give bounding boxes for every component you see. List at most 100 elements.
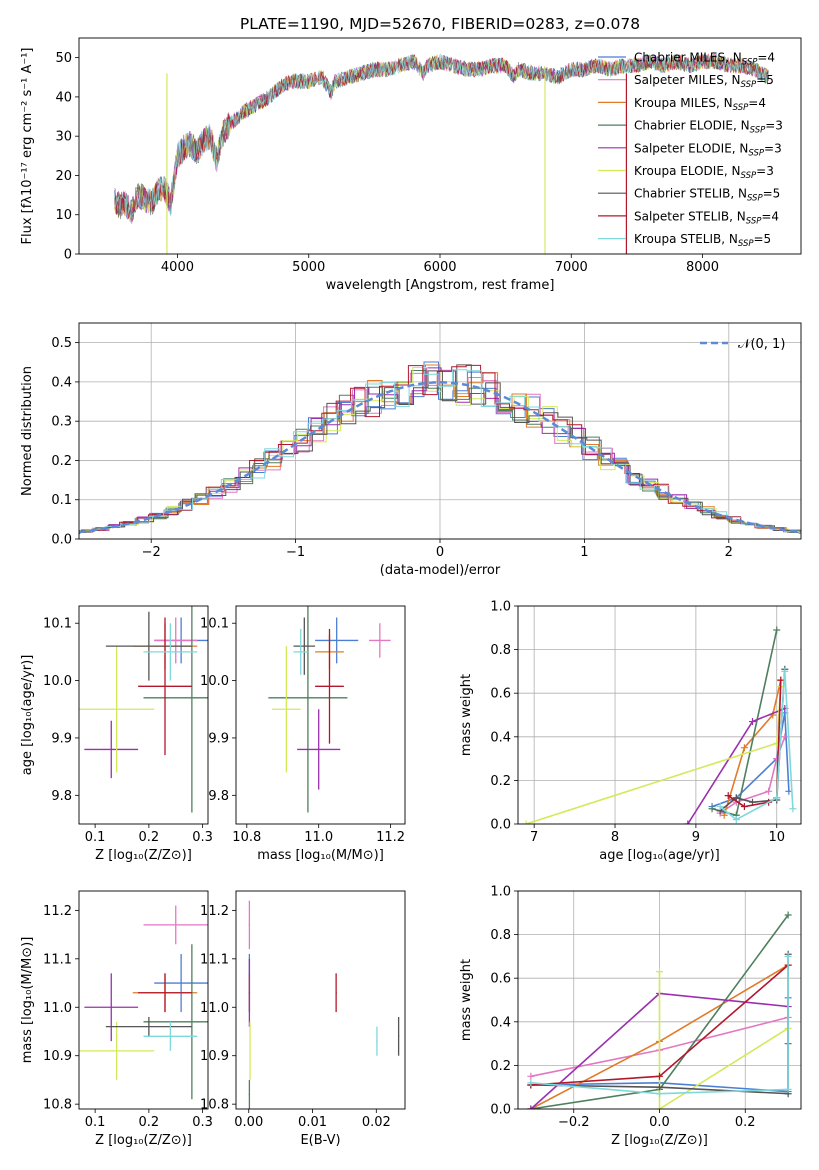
weight-marker bbox=[784, 1085, 792, 1093]
x-axis-label: E(B-V) bbox=[300, 1133, 340, 1148]
y-tick-label: 9.9 bbox=[51, 731, 72, 746]
legend-label: 𝒩(0, 1) bbox=[738, 337, 785, 352]
y-tick-label: 10 bbox=[55, 208, 72, 223]
x-tick-label: 7000 bbox=[555, 260, 588, 275]
x-axis-label: age [log₁₀(age/yr)] bbox=[599, 848, 720, 863]
y-tick-label: 1.0 bbox=[490, 885, 511, 900]
axes-frame bbox=[78, 890, 209, 1110]
y-tick-label: 10.8 bbox=[200, 1098, 229, 1113]
y-tick-label: 0 bbox=[64, 248, 72, 263]
weight-line bbox=[727, 680, 782, 808]
weight-marker bbox=[656, 1105, 663, 1109]
y-tick-label: 9.8 bbox=[208, 789, 229, 804]
y-tick-label: 0.6 bbox=[490, 687, 511, 702]
y-tick-label: 11.1 bbox=[43, 952, 72, 967]
x-tick-label: 0.02 bbox=[362, 1115, 391, 1130]
x-tick-label: 8 bbox=[611, 830, 619, 845]
weight-marker bbox=[720, 811, 728, 819]
axes-frame bbox=[78, 322, 802, 540]
y-tick-label: 0.0 bbox=[490, 818, 511, 833]
y-tick-label: 0.5 bbox=[51, 336, 72, 351]
x-axis-label: mass [log₁₀(M/M⊙)] bbox=[257, 848, 384, 863]
weight_vs_age-panel: 7 8 9 10 0.0 0.2 0.4 0.6 0.8 1.0 age [log₁₀(age/yr… bbox=[459, 600, 802, 863]
axes-frame bbox=[235, 890, 406, 1110]
legend-label: Salpeter MILES, NSSP=5 bbox=[634, 73, 774, 90]
x-tick-label: 10 bbox=[768, 830, 785, 845]
y-axis-label: Normed distribution bbox=[20, 366, 35, 496]
y-tick-label: 11.2 bbox=[43, 904, 72, 919]
weight-marker bbox=[732, 794, 740, 802]
legend-label: Chabrier MILES, NSSP=4 bbox=[634, 51, 775, 68]
weight-marker bbox=[708, 805, 716, 813]
weight-marker bbox=[777, 676, 785, 684]
axes-frame bbox=[517, 890, 802, 1110]
y-tick-label: 0.2 bbox=[490, 774, 511, 789]
x-tick-label: −1 bbox=[286, 545, 305, 560]
x-tick-label: 6000 bbox=[423, 260, 456, 275]
weight-line bbox=[687, 707, 786, 824]
weight-marker bbox=[656, 1090, 663, 1098]
x-tick-label: 9 bbox=[692, 830, 700, 845]
y-tick-label: 0.0 bbox=[490, 1103, 511, 1118]
y-tick-label: 50 bbox=[55, 51, 72, 66]
y-tick-label: 0.8 bbox=[490, 928, 511, 943]
x-tick-label: 8000 bbox=[686, 260, 719, 275]
y-tick-label: 10.8 bbox=[43, 1098, 72, 1113]
age_vs_mass-panel: 10.8 11.0 11.2 9.8 9.9 10.0 10.1 mass [log₁₀(M/… bbox=[200, 605, 406, 863]
legend-label: Salpeter STELIB, NSSP=4 bbox=[634, 209, 779, 226]
weight-marker bbox=[781, 733, 789, 741]
x-axis-label: (data-model)/error bbox=[380, 563, 501, 578]
errorbars bbox=[79, 905, 208, 1100]
x-tick-label: 0.00 bbox=[234, 1115, 263, 1130]
y-tick-label: 0.4 bbox=[490, 730, 511, 745]
spectrum-line bbox=[114, 52, 769, 220]
weight_vs_Z-panel: −0.2 0.0 0.2 0.0 0.2 0.4 0.6 0.8 1.0 Z [log₁₀(Z/Z… bbox=[459, 885, 802, 1148]
x-tick-label: 0.3 bbox=[192, 830, 213, 845]
x-tick-label: 5000 bbox=[292, 260, 325, 275]
x-axis-label: Z [log₁₀(Z/Z⊙)] bbox=[95, 1133, 192, 1148]
weight-marker bbox=[527, 1105, 535, 1109]
y-tick-label: 1.0 bbox=[490, 600, 511, 615]
x-tick-label: 0.3 bbox=[192, 1115, 213, 1130]
x-tick-label: 1 bbox=[580, 545, 588, 560]
x-tick-label: 0.2 bbox=[139, 830, 160, 845]
axes-frame bbox=[78, 605, 209, 825]
weight-marker bbox=[748, 718, 756, 726]
y-tick-label: 40 bbox=[55, 90, 72, 105]
x-tick-label: 0.0 bbox=[649, 1115, 670, 1130]
weight-line bbox=[658, 971, 789, 1109]
errorbars bbox=[248, 900, 400, 1109]
histogram-lines bbox=[79, 361, 801, 535]
figure-title: PLATE=1190, MJD=52670, FIBERID=0283, z=0… bbox=[240, 15, 640, 33]
errorbars bbox=[79, 606, 208, 813]
weight-lines bbox=[522, 626, 797, 824]
y-tick-label: 0.4 bbox=[51, 375, 72, 390]
y-tick-label: 0.8 bbox=[490, 643, 511, 658]
errorbars bbox=[268, 606, 391, 813]
weight-marker bbox=[784, 952, 792, 960]
y-tick-label: 0.1 bbox=[51, 493, 72, 508]
y-tick-label: 9.8 bbox=[51, 789, 72, 804]
mass_vs_Z-panel: 0.1 0.2 0.3 10.8 10.9 11.0 11.1 11.2 Z [log₁₀(Z/… bbox=[20, 890, 213, 1148]
y-tick-label: 11.0 bbox=[200, 1001, 229, 1016]
weight-marker bbox=[724, 792, 732, 800]
x-tick-label: 4000 bbox=[161, 260, 194, 275]
weight-marker bbox=[527, 1079, 535, 1087]
weight-marker bbox=[765, 787, 773, 795]
x-tick-label: 10.8 bbox=[232, 830, 261, 845]
age_vs_Z-panel: 0.1 0.2 0.3 9.8 9.9 10.0 10.1 Z [log₁₀(Z/Z⊙)] ag… bbox=[20, 605, 213, 863]
y-tick-label: 30 bbox=[55, 130, 72, 145]
y-axis-label: mass weight bbox=[459, 959, 474, 1041]
y-tick-label: 11.0 bbox=[43, 1001, 72, 1016]
x-tick-label: 0.1 bbox=[85, 830, 106, 845]
legend-label: Chabrier ELODIE, NSSP=3 bbox=[634, 119, 783, 136]
y-tick-label: 10.9 bbox=[200, 1049, 229, 1064]
x-tick-label: 11.0 bbox=[304, 830, 333, 845]
weight-marker bbox=[773, 626, 781, 634]
y-axis-label: Flux [fλ10⁻¹⁷ erg cm⁻² s⁻¹ A⁻¹] bbox=[20, 48, 35, 245]
weight-line bbox=[723, 679, 782, 816]
x-tick-label: 0 bbox=[436, 545, 444, 560]
x-tick-label: 0.2 bbox=[735, 1115, 756, 1130]
axes-frame bbox=[78, 37, 802, 255]
weight-marker bbox=[656, 1072, 663, 1080]
